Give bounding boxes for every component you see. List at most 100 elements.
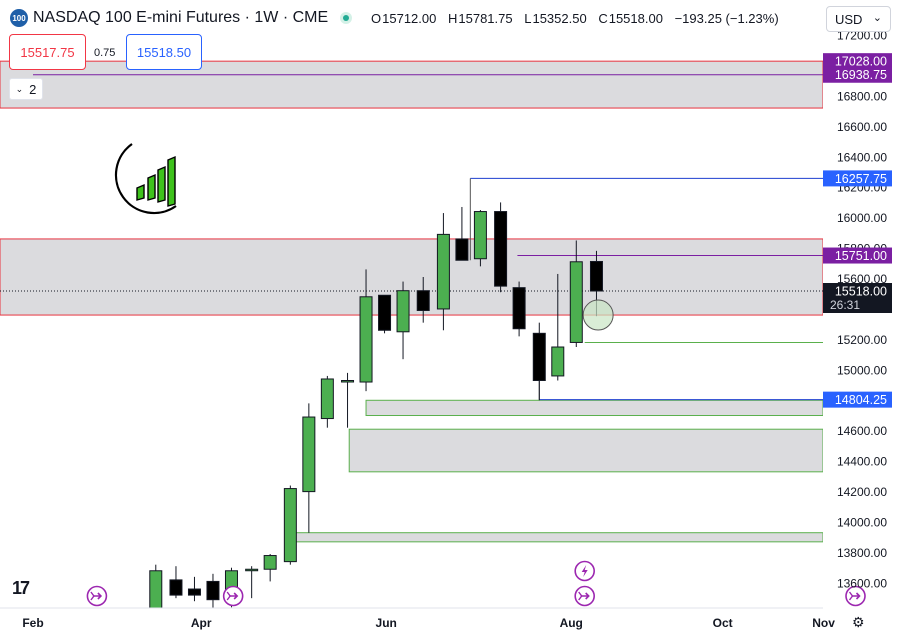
price-axis-label[interactable]: 15600.00: [837, 272, 887, 286]
candle[interactable]: [378, 294, 392, 334]
symbol-logo-icon[interactable]: 100: [10, 9, 28, 27]
price-axis-tag[interactable]: 15751.00: [823, 247, 892, 264]
price-axis-label[interactable]: 16600.00: [837, 120, 887, 134]
supply-demand-zone-0: [0, 60, 823, 109]
price-axis-label[interactable]: 14200.00: [837, 485, 887, 499]
price-axis-label[interactable]: 16000.00: [837, 211, 887, 225]
price-tag-bg: [823, 170, 892, 187]
supply-demand-zone-3: [348, 428, 823, 473]
time-axis-label: Nov: [812, 616, 835, 630]
candle-body-bear: [589, 260, 603, 292]
ohlc-legend: O15712.00 H15781.75 L15352.50 C15518.00 …: [371, 11, 779, 26]
candle[interactable]: [263, 554, 277, 582]
moon-bars-logo: [114, 143, 177, 215]
candle-body-bear: [494, 211, 508, 287]
candle[interactable]: [302, 403, 316, 533]
arrow-right-icon[interactable]: [86, 585, 108, 607]
arrow-glyph-tail: [578, 591, 583, 601]
price-axis-label[interactable]: 14600.00: [837, 424, 887, 438]
candle[interactable]: [283, 485, 297, 565]
currency-select[interactable]: USD ⌄: [826, 6, 891, 32]
logo-bar: [147, 173, 156, 201]
bar-countdown: 26:31: [830, 298, 860, 312]
candle[interactable]: [245, 566, 259, 599]
price-axis-label[interactable]: 15000.00: [837, 363, 887, 377]
candle-body-bear: [378, 294, 392, 331]
time-axis-label: Apr: [191, 616, 212, 630]
symbol-title[interactable]: NASDAQ 100 E-mini Futures · 1W · CME: [33, 9, 329, 26]
time-axis-label: Oct: [713, 616, 733, 630]
candle[interactable]: [455, 206, 469, 261]
flash-icon[interactable]: [574, 560, 595, 582]
arrow-right-icon[interactable]: [574, 585, 595, 607]
low-value: 15352.50: [532, 11, 587, 26]
sell-button[interactable]: 15517.75: [9, 34, 86, 70]
candle[interactable]: [359, 269, 373, 392]
candle-body-bull: [302, 416, 316, 493]
candle[interactable]: [551, 273, 565, 381]
close-value: 15518.00: [608, 11, 663, 26]
candle-body-bull: [341, 379, 355, 383]
candle[interactable]: [149, 564, 163, 615]
spread-value: 0.75: [94, 47, 116, 59]
arrow-right-icon[interactable]: [845, 585, 866, 607]
time-axis-label: Jun: [376, 616, 397, 630]
price-axis-label[interactable]: 13800.00: [837, 546, 887, 560]
candle[interactable]: [341, 372, 355, 428]
candle[interactable]: [473, 210, 487, 267]
currency-value: USD: [835, 12, 863, 27]
candle-body-bull: [263, 555, 277, 570]
indicators-toggle[interactable]: ⌄ 2: [9, 78, 43, 100]
candle[interactable]: [416, 276, 430, 323]
arrow-glyph-tail: [848, 591, 854, 601]
candle-body-bear: [455, 238, 469, 261]
highlight-circle: [582, 299, 614, 331]
price-axis-tag[interactable]: 16938.75: [823, 66, 892, 83]
chevron-down-icon: ⌄: [15, 83, 24, 94]
candle[interactable]: [512, 281, 526, 337]
indicators-count: 2: [29, 81, 37, 97]
time-axis-label: Feb: [22, 616, 43, 630]
candle[interactable]: [320, 375, 334, 428]
candle-body-bull: [245, 568, 259, 572]
price-axis-label[interactable]: 15200.00: [837, 333, 887, 347]
arrow-right-icon[interactable]: [222, 585, 244, 607]
price-tag-text: 17028.00: [835, 55, 887, 69]
candle[interactable]: [532, 322, 546, 401]
price-tag-text: 16938.75: [835, 68, 887, 82]
candle[interactable]: [187, 576, 201, 602]
supply-demand-zone-1: [0, 238, 823, 316]
candle[interactable]: [569, 240, 583, 348]
candle[interactable]: [169, 566, 183, 599]
price-axis-tag[interactable]: 14804.25: [823, 391, 892, 408]
candle-body-bull: [551, 346, 565, 377]
gear-icon[interactable]: ⚙: [852, 614, 865, 630]
tradingview-logo-icon[interactable]: 17: [12, 578, 30, 598]
plot-area[interactable]: [0, 60, 823, 615]
change-value: −193.25 (−1.23%): [674, 11, 779, 26]
high-label: H: [447, 11, 458, 26]
price-axis-label[interactable]: 14000.00: [837, 516, 887, 530]
price-axis-label[interactable]: 14400.00: [837, 455, 887, 469]
candle[interactable]: [206, 573, 220, 614]
price-axis-tag[interactable]: 17028.00: [823, 53, 892, 70]
candle[interactable]: [494, 202, 508, 293]
candle-body-bear: [532, 332, 546, 381]
price-axis-label[interactable]: 16400.00: [837, 150, 887, 164]
close-label: C: [598, 11, 608, 26]
price-tag-bg: [823, 283, 892, 313]
candle-body-bull: [359, 296, 373, 383]
candle-body-bull: [396, 290, 410, 333]
price-tag-text: 16257.75: [835, 172, 887, 186]
price-tag-text: 15751.00: [835, 249, 887, 263]
buy-button[interactable]: 15518.50: [126, 34, 202, 70]
price-axis-tag[interactable]: 16257.75: [823, 170, 892, 187]
candle[interactable]: [396, 281, 410, 360]
open-value: 15712.00: [382, 11, 437, 26]
price-axis-label[interactable]: 13600.00: [837, 576, 887, 590]
candle[interactable]: [436, 213, 450, 331]
price-axis-label[interactable]: 16800.00: [837, 89, 887, 103]
